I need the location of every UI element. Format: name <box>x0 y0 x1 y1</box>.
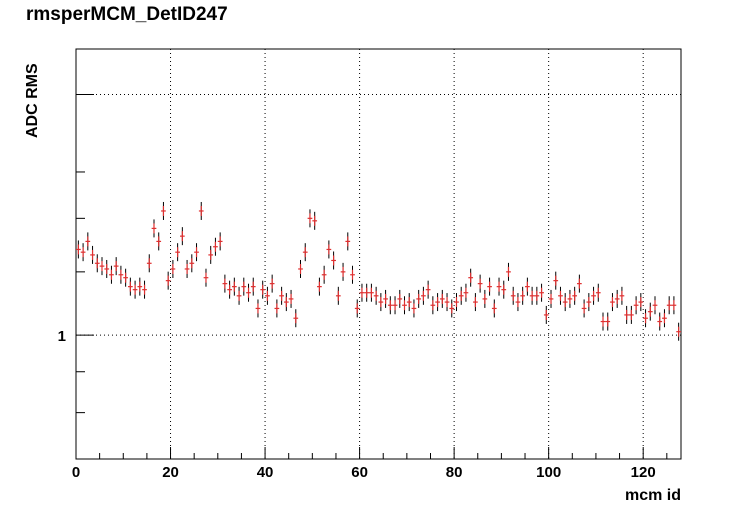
y-axis-ticks <box>76 93 94 414</box>
x-axis-ticks: 0 20 40 60 80 100 120 <box>72 447 668 481</box>
grid-lines <box>76 49 681 459</box>
x-tick-label: 60 <box>351 464 368 481</box>
x-tick-label: 100 <box>536 464 561 481</box>
data-markers <box>76 201 681 341</box>
x-tick-label: 120 <box>631 464 656 481</box>
x-tick-label: 0 <box>72 464 80 481</box>
plot-frame <box>75 48 682 460</box>
x-tick-label: 20 <box>162 464 179 481</box>
x-axis-title: mcm id <box>625 487 681 504</box>
x-tick-label: 40 <box>257 464 274 481</box>
chart-title: rmsperMCM_DetID247 <box>26 4 228 25</box>
y-axis-title: ADC RMS <box>24 63 41 138</box>
y-tick-label: 1 <box>58 328 66 345</box>
x-tick-label: 80 <box>446 464 463 481</box>
